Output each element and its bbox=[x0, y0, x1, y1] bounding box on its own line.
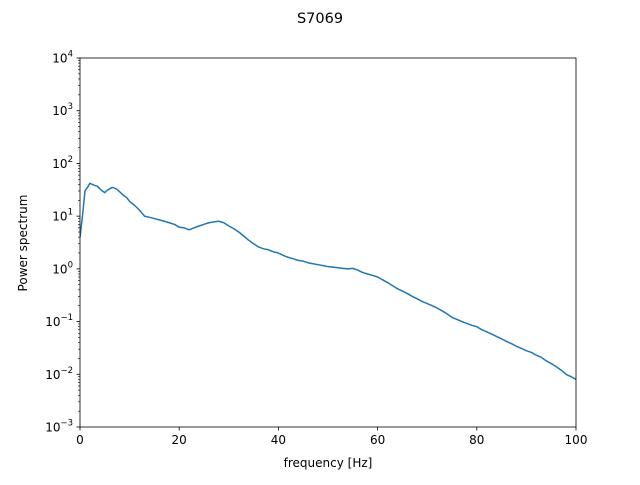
y-tick-label-5: 102 bbox=[52, 155, 73, 171]
y-tick-label-0: 10−3 bbox=[45, 419, 73, 435]
x-tick-label-5: 100 bbox=[565, 433, 588, 447]
y-tick-label-2: 10−1 bbox=[45, 313, 73, 329]
y-tick-label-1: 10−2 bbox=[45, 366, 73, 382]
x-tick-label-4: 80 bbox=[469, 433, 484, 447]
y-tick-label-7: 104 bbox=[52, 50, 73, 66]
x-tick-label-1: 20 bbox=[172, 433, 187, 447]
x-tick-label-2: 40 bbox=[271, 433, 286, 447]
x-axis-label: frequency [Hz] bbox=[284, 456, 373, 470]
y-tick-label-6: 103 bbox=[52, 102, 73, 118]
axes-frame bbox=[79, 57, 577, 428]
y-tick-label-3: 100 bbox=[52, 260, 73, 276]
x-tick-label-3: 60 bbox=[370, 433, 385, 447]
plot-area: 0 20 40 60 80 100 10−3 10−2 10−1 100 101 102 103 104 bbox=[45, 50, 587, 448]
chart-title: S7069 bbox=[297, 11, 343, 27]
x-tick-label-0: 0 bbox=[76, 433, 84, 447]
y-tick-label-4: 101 bbox=[52, 208, 73, 224]
y-axis-label: Power spectrum bbox=[16, 195, 30, 292]
series-line-0 bbox=[80, 182, 576, 381]
